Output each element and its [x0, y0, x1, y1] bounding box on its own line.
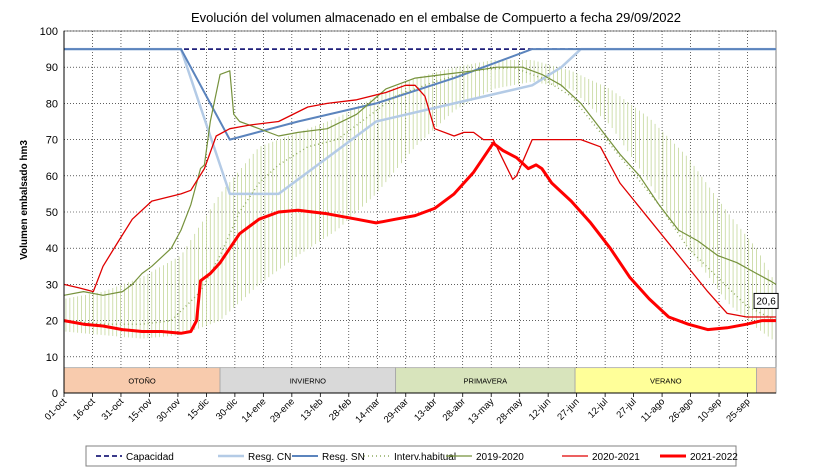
- y-tick-label: 40: [46, 243, 58, 255]
- x-tick-label: 28-feb: [327, 396, 354, 423]
- x-tick-label: 12-jul: [586, 396, 610, 420]
- y-tick-label: 70: [46, 135, 58, 147]
- x-tick-label: 15-dic: [185, 396, 211, 422]
- x-tick-label: 29-ene: [268, 396, 297, 425]
- chart-title: Evolución del volumen almacenado en el e…: [191, 10, 681, 25]
- season-band-1: [219, 367, 397, 394]
- y-tick-label: 50: [46, 207, 58, 219]
- y-tick-label: 30: [46, 279, 58, 291]
- y-tick-label: 0: [52, 388, 58, 400]
- value-annotation: 20,6: [753, 292, 779, 309]
- season-band-2: [395, 367, 576, 394]
- legend-label: 2019-2020: [476, 452, 524, 463]
- x-tick-label: 28-abr: [441, 396, 468, 423]
- season-label: PRIMAVERA: [464, 376, 508, 385]
- y-tick-label: 10: [46, 352, 58, 364]
- x-tick-label: 13-may: [466, 396, 496, 426]
- x-tick-label: 10-sep: [696, 396, 724, 424]
- y-axis-label: Volumen embalsado hm3: [19, 140, 30, 260]
- x-tick-label: 27-jul: [615, 396, 639, 420]
- series-line-5: [63, 84, 776, 318]
- legend-label: Capacidad: [126, 452, 174, 463]
- legend: Capacidad Resg. CN Resg. SN Interv.habitual…: [96, 452, 738, 463]
- x-tick-label: 30-dic: [214, 396, 240, 422]
- y-tick-label: 80: [46, 98, 58, 110]
- series-line-6: [63, 141, 776, 335]
- season-label: OTOÑO: [128, 376, 156, 385]
- x-tick-label: 16-oct: [71, 396, 98, 423]
- x-tick-label: 31-oct: [100, 396, 127, 423]
- series-line-1: [64, 47, 776, 196]
- x-tick-label: 15-nov: [126, 396, 154, 424]
- annotation-text: 20,6: [756, 296, 776, 307]
- x-tick-label: 29-mar: [382, 396, 411, 425]
- x-tick-label: 26-ago: [667, 396, 696, 425]
- season-band-0: [63, 367, 221, 394]
- x-tick-label: 25-sep: [724, 396, 752, 424]
- season-label: VERANO: [650, 376, 682, 385]
- season-label: INVIERNO: [290, 376, 326, 385]
- x-tick-label: 14-mar: [353, 396, 382, 425]
- series-line-2: [64, 48, 776, 141]
- y-tick-label: 20: [46, 316, 58, 328]
- legend-label: Interv.habitual: [394, 452, 456, 463]
- legend-box: [85, 445, 737, 467]
- x-tick-label: 13-feb: [299, 396, 326, 423]
- x-tick-label: 28-may: [495, 396, 525, 426]
- x-tick-label: 14-ene: [240, 396, 269, 425]
- y-tick-label: 100: [40, 26, 58, 38]
- season-band-4: [756, 367, 777, 394]
- legend-label: 2020-2021: [592, 452, 640, 463]
- season-bands: OTOÑO INVIERNO PRIMAVERA VERANO: [63, 367, 777, 394]
- x-tick-label: 27-jun: [555, 396, 581, 422]
- y-tick-label: 60: [46, 171, 58, 183]
- x-tick-label: 11-ago: [639, 396, 667, 424]
- series-lines: [63, 47, 777, 335]
- y-tick-label: 90: [46, 62, 58, 74]
- annotation-box: [753, 292, 779, 309]
- x-tick-label: 30-nov: [155, 396, 183, 424]
- x-tick-label: 01-oct: [43, 396, 70, 423]
- x-tick-label: 13-abr: [412, 396, 439, 423]
- plot-area: [63, 30, 777, 394]
- legend-label: 2021-2022: [690, 452, 738, 463]
- series-line-4: [63, 66, 777, 296]
- x-tick-label: 12-jun: [527, 396, 553, 422]
- legend-label: Resg. CN: [248, 452, 291, 463]
- legend-label: Resg. SN: [322, 452, 365, 463]
